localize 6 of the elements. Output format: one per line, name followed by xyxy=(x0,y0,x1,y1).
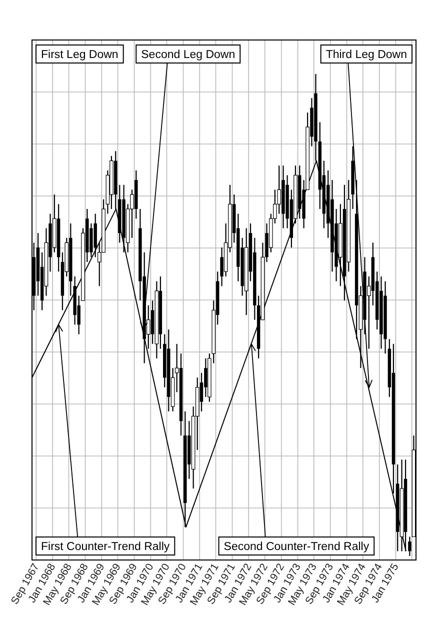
text: First Leg Down xyxy=(41,49,118,61)
annotation: First Counter-Trend Rally xyxy=(41,541,170,553)
candlestick xyxy=(220,246,224,287)
annotation: Third Leg Down xyxy=(326,49,407,61)
annotation: Second Leg Down xyxy=(141,49,236,61)
annotation: Second Counter-Trend Rally xyxy=(224,541,370,553)
